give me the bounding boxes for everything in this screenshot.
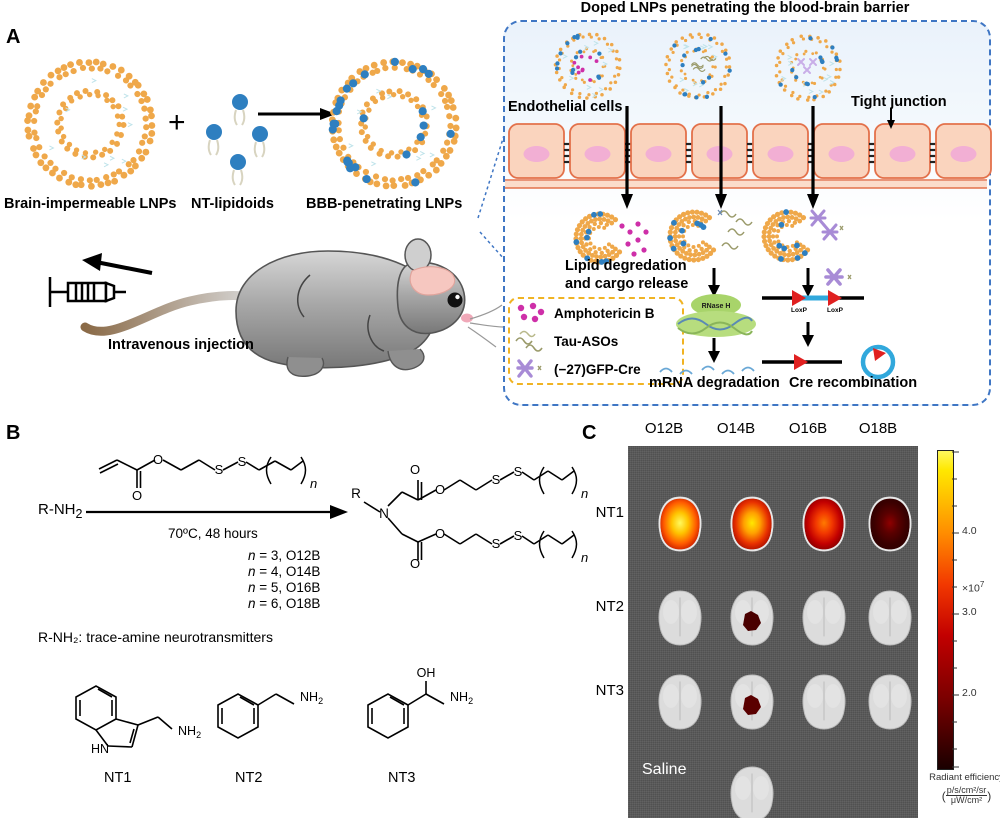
bbb-penetrating-lnp-icon	[316, 50, 476, 200]
atom-n-center: N	[379, 506, 389, 521]
row-label-nt2: NT2	[580, 598, 624, 615]
lipid-degradation-line1: Lipid degredation	[565, 258, 687, 274]
panel-b-letter: B	[6, 422, 20, 445]
lnp-plain-label: Brain-impermeable LNPs	[4, 196, 176, 212]
atom-o-ester: O	[153, 452, 163, 467]
atom-s2-top: S	[514, 464, 523, 479]
atom-s2-bot: S	[514, 528, 523, 543]
subscript-n-top: n	[310, 476, 317, 491]
brain-impermeable-lnp-icon	[12, 50, 172, 200]
doped-lnp-amphotericin-icon	[548, 28, 632, 106]
legend-label-amphotericin: Amphotericin B	[554, 306, 655, 321]
panel-b: B R-NH2 O O S S n 70ºC, 48 hours	[0, 412, 590, 818]
doped-lnp-gfpcre-icon	[768, 30, 846, 104]
degrading-lnp-gfpcre	[760, 206, 856, 270]
atom-oh-nt3: OH	[417, 666, 436, 680]
bbb-title: Doped LNPs penetrating the blood-brain b…	[503, 0, 987, 16]
atom-o-carbonyl-top: O	[410, 462, 420, 477]
atom-o-ester-top: O	[435, 482, 445, 497]
atom-s1-bot: S	[492, 536, 501, 551]
loxp-label-left: LoxP	[791, 307, 808, 314]
magenta-dots-icon	[514, 301, 548, 325]
col-header-o12b: O12B	[628, 420, 700, 437]
endothelial-cell-layer	[505, 118, 987, 190]
atom-o-carbonyl: O	[132, 488, 142, 503]
legend-label-tau-asos: Tau-ASOs	[554, 334, 618, 349]
colorbar-exponent: ×107	[962, 580, 984, 595]
nt-lipidoids-icon	[196, 88, 286, 172]
legend-item-amphotericin: Amphotericin B	[510, 299, 682, 327]
atom-nh2-nt2: NH2	[300, 690, 323, 706]
rnh2-note: R-NH₂: trace-amine neurotransmitters	[38, 629, 273, 645]
lnp-doped-label: BBB-penetrating LNPs	[306, 196, 462, 212]
nt2-structure: NH2	[212, 667, 342, 757]
rnase-h-complex: RNase H	[668, 294, 764, 338]
atom-r: R	[351, 486, 361, 501]
nt2-label: NT2	[235, 770, 262, 786]
cre-recombination-label: Cre recombination	[789, 375, 917, 391]
reaction-conditions: 70ºC, 48 hours	[168, 526, 258, 541]
plus-sign: +	[168, 106, 186, 140]
nt1-structure: HN NH2	[58, 667, 198, 767]
n-variant-3: n = 6, O18B	[248, 596, 320, 612]
cre-arrow-down-2	[801, 322, 815, 348]
acrylate-reagent-structure: O O S S n	[95, 444, 325, 504]
purple-protein-icon	[514, 357, 548, 381]
row-label-nt3: NT3	[580, 682, 624, 699]
n-variant-list: n = 3, O12B n = 4, O14B n = 5, O16B n = …	[248, 548, 320, 612]
panel-c: C O12B O14B O16B O18B NT1 NT2 NT3 Saline…	[580, 412, 1000, 818]
atom-nh2-nt1: NH2	[178, 724, 201, 740]
unit-denominator: μW/cm²	[951, 795, 982, 805]
saline-label: Saline	[642, 761, 686, 779]
n-variant-2: n = 5, O16B	[248, 580, 320, 596]
panel-a-letter: A	[6, 26, 20, 49]
atom-o-carbonyl-bot: O	[410, 556, 420, 571]
nt1-label: NT1	[104, 770, 131, 786]
atom-s2: S	[238, 454, 247, 469]
penetration-arrow-2	[714, 106, 728, 210]
col-header-o16b: O16B	[772, 420, 844, 437]
panel-a: A Brain-impermeable LNPs + NT-lipidoids …	[0, 0, 1000, 410]
legend-label-gfp-cre: (−27)GFP-Cre	[554, 362, 641, 377]
nt3-structure: OH NH2	[362, 655, 502, 760]
colorbar-tick-3: 3.0	[962, 606, 977, 618]
colorbar-units: (p/s/cm²/sr μW/cm²)	[929, 786, 1000, 806]
product-lipidoid-structure: R N O O S S n O O S S n	[348, 440, 588, 590]
atom-nh2-nt3: NH2	[450, 690, 473, 706]
reaction-main-arrow	[86, 504, 348, 520]
atom-s1-top: S	[492, 472, 501, 487]
loxp-label-right: LoxP	[827, 307, 844, 314]
colorbar-caption: Radiant efficiency	[929, 772, 1000, 783]
lipidoid-label: NT-lipidoids	[191, 196, 274, 212]
loxp-dna-construct: LoxP LoxP	[760, 264, 870, 316]
injection-label: Intravenous injection	[108, 337, 254, 353]
atom-s1: S	[215, 462, 224, 477]
col-header-o18b: O18B	[842, 420, 914, 437]
endothelial-cells-label: Endothelial cells	[508, 99, 622, 115]
tight-junction-label: Tight junction	[851, 94, 947, 110]
rnase-h-label: RNase H	[702, 303, 731, 310]
n-variant-0: n = 3, O12B	[248, 548, 320, 564]
lipid-degradation-line2: and cargo release	[565, 276, 688, 292]
colorbar-tick-4: 4.0	[962, 525, 977, 537]
nt3-label: NT3	[388, 770, 415, 786]
colorbar-ticks	[952, 450, 962, 770]
reactant-rnh2: R-NH2	[38, 501, 82, 521]
legend-item-tau-asos: Tau-ASOs	[510, 327, 682, 355]
penetration-arrow-1	[620, 106, 634, 210]
squiggle-strands-icon	[514, 329, 548, 353]
mouse-illustration	[40, 215, 500, 390]
colorbar-tick-2: 2.0	[962, 687, 977, 699]
row-label-nt1: NT1	[580, 504, 624, 521]
n-variant-1: n = 4, O14B	[248, 564, 320, 580]
penetration-arrow-3	[806, 106, 820, 210]
atom-o-ester-bot: O	[435, 526, 445, 541]
tight-junction-pointer-icon	[884, 108, 898, 130]
panel-c-letter: C	[582, 422, 596, 445]
col-header-o14b: O14B	[700, 420, 772, 437]
atom-hn-nt1: HN	[91, 742, 109, 756]
doped-lnp-aso-icon	[658, 28, 742, 106]
